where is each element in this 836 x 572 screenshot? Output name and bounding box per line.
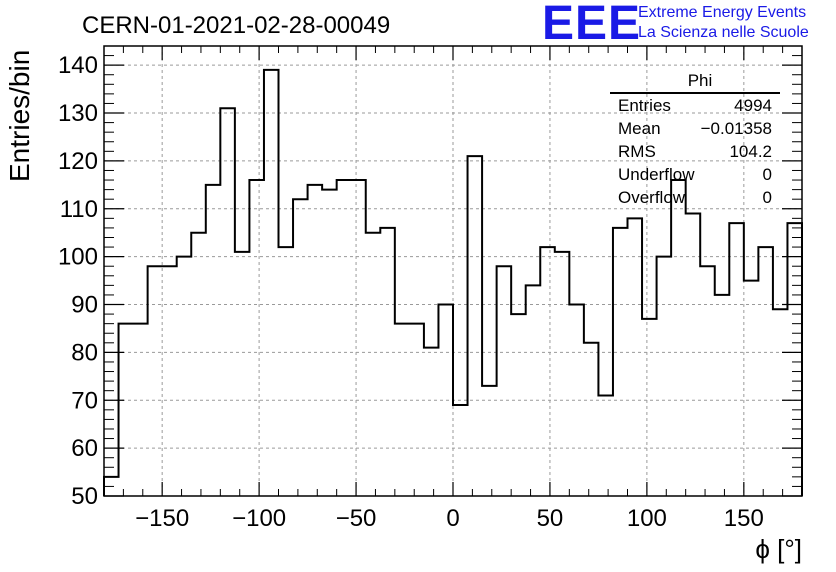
histogram-bin bbox=[162, 266, 177, 496]
histogram-bin bbox=[453, 405, 468, 496]
histogram-bin bbox=[569, 305, 584, 496]
y-tick-label: 50 bbox=[71, 483, 98, 510]
x-tick-label: −50 bbox=[336, 505, 377, 532]
stats-value: 0 bbox=[762, 165, 772, 184]
stats-row-overflow: Overflow 0 bbox=[610, 186, 780, 209]
histogram-bin bbox=[686, 214, 701, 496]
y-axis-label: Entries/bin bbox=[4, 49, 35, 182]
y-tick-label: 140 bbox=[58, 52, 98, 79]
y-tick-label: 130 bbox=[58, 100, 98, 127]
histogram-bin bbox=[497, 266, 512, 496]
histogram-bin bbox=[758, 247, 773, 496]
chart-title: CERN-01-2021-02-28-00049 bbox=[82, 12, 391, 39]
y-tick-label: 70 bbox=[71, 387, 98, 414]
y-tick-label: 80 bbox=[71, 339, 98, 366]
histogram-bin bbox=[249, 180, 264, 496]
stats-label: Entries bbox=[618, 96, 671, 115]
histogram-bin bbox=[540, 247, 555, 496]
histogram-bin bbox=[468, 156, 483, 496]
histogram-bin bbox=[293, 199, 308, 496]
histogram-bin bbox=[264, 70, 279, 496]
histogram-bin bbox=[351, 180, 366, 496]
histogram-bin bbox=[700, 266, 715, 496]
histogram-bin bbox=[787, 223, 802, 496]
stats-value: 0 bbox=[762, 188, 772, 207]
eee-logo: EEE bbox=[542, 0, 642, 50]
histogram-bin bbox=[380, 228, 395, 496]
x-tick-label: 50 bbox=[537, 505, 564, 532]
histogram-bin bbox=[395, 324, 410, 496]
x-tick-label: −100 bbox=[232, 505, 286, 532]
stats-title: Phi bbox=[610, 70, 780, 94]
histogram-bin bbox=[598, 395, 613, 496]
histogram-bin bbox=[337, 180, 352, 496]
y-tick-label: 100 bbox=[58, 244, 98, 271]
histogram-bin bbox=[773, 309, 788, 496]
stats-row-mean: Mean −0.01358 bbox=[610, 117, 780, 140]
histogram-bin bbox=[409, 324, 424, 496]
histogram-bin bbox=[206, 185, 221, 496]
y-tick-label: 60 bbox=[71, 435, 98, 462]
stats-row-underflow: Underflow 0 bbox=[610, 163, 780, 186]
x-axis-label: ϕ [°] bbox=[755, 534, 802, 564]
histogram-outline bbox=[103, 68, 803, 496]
stats-value: −0.01358 bbox=[700, 119, 772, 138]
histogram-bin bbox=[119, 324, 134, 496]
histogram-bin bbox=[220, 108, 235, 496]
stats-label: Mean bbox=[618, 119, 661, 138]
histogram-bin bbox=[671, 180, 686, 496]
stats-label: Overflow bbox=[618, 188, 686, 207]
histogram-bin bbox=[133, 324, 148, 496]
x-tick-label: 0 bbox=[446, 505, 459, 532]
histogram-bin bbox=[482, 386, 497, 496]
stats-label: RMS bbox=[618, 142, 656, 161]
histogram-bin bbox=[148, 266, 163, 496]
histogram-bin bbox=[642, 319, 657, 496]
histogram-bin bbox=[744, 281, 759, 496]
logo-subtitle-1: Extreme Energy Events bbox=[638, 4, 807, 21]
stats-value: 4994 bbox=[734, 96, 772, 115]
y-tick-label: 90 bbox=[71, 292, 98, 319]
stats-label: Underflow bbox=[618, 165, 695, 184]
histogram-bin bbox=[613, 228, 628, 496]
y-tick-label: 110 bbox=[60, 196, 98, 223]
y-tick-label: 120 bbox=[58, 148, 98, 175]
histogram-bin bbox=[511, 314, 526, 496]
histogram-bin bbox=[424, 348, 439, 496]
histogram-bin bbox=[729, 223, 744, 496]
x-tick-label: −150 bbox=[135, 505, 189, 532]
histogram-bin bbox=[177, 257, 192, 496]
x-tick-label: 150 bbox=[724, 505, 764, 532]
logo-subtitle-2: La Scienza nelle Scuole bbox=[638, 24, 809, 41]
stats-value: 104.2 bbox=[729, 142, 772, 161]
histogram-bin bbox=[438, 305, 453, 496]
x-tick-label: 100 bbox=[627, 505, 667, 532]
histogram-bin bbox=[715, 295, 730, 496]
histogram-bin bbox=[526, 285, 541, 496]
histogram-bin bbox=[235, 252, 250, 496]
histogram-bin bbox=[322, 190, 337, 496]
stats-row-rms: RMS 104.2 bbox=[610, 140, 780, 163]
histogram-bin bbox=[308, 185, 323, 496]
histogram-bin bbox=[191, 233, 206, 496]
histogram-bin bbox=[366, 233, 381, 496]
histogram-bin bbox=[584, 343, 599, 496]
histogram-bin bbox=[628, 218, 643, 496]
stats-row-entries: Entries 4994 bbox=[610, 94, 780, 117]
histogram-bin bbox=[555, 252, 570, 496]
histogram-bin bbox=[657, 257, 672, 496]
stats-box: Phi Entries 4994 Mean −0.01358 RMS 104.2… bbox=[610, 70, 780, 209]
histogram-bin bbox=[279, 247, 294, 496]
